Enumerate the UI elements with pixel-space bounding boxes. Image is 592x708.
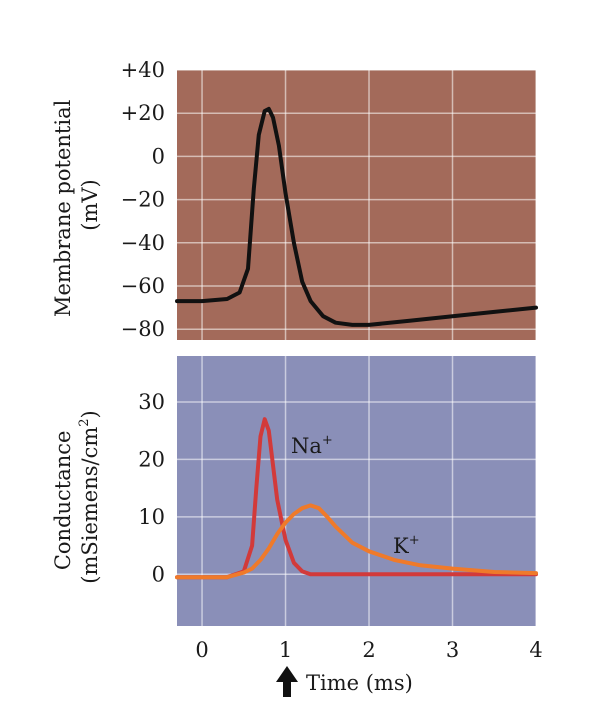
membrane-potential-series <box>175 106 538 327</box>
conductance-unit-close: ) <box>78 410 102 418</box>
conductance-unit-superscript: 2 <box>77 418 92 426</box>
membrane-potential-series-line-0 <box>175 106 538 327</box>
membrane-potential-y-tick-label: +40 <box>121 58 165 82</box>
conductance-series-labels: Na+K+ <box>291 433 420 558</box>
series-label-text: K <box>393 534 409 558</box>
series-label-na: Na+ <box>291 433 333 458</box>
membrane-potential-y-ticks: +40 +20 0 −20 −40 −60 −80 <box>121 58 165 341</box>
membrane-potential-axis-title-line2: (mV) <box>78 179 102 230</box>
conductance-y-tick-label: 30 <box>138 390 165 414</box>
time-x-tick-label: 4 <box>529 638 542 662</box>
membrane-potential-y-tick-label: +20 <box>121 101 165 125</box>
membrane-potential-y-tick-label: 0 <box>152 144 165 168</box>
membrane-potential-y-tick-label: −20 <box>121 188 165 212</box>
membrane-potential-y-tick-label: −40 <box>121 231 165 255</box>
series-label-superscript: + <box>409 533 420 548</box>
conductance-axis-title-line2: (mSiemens/cm2) <box>77 410 102 584</box>
time-axis-title: Time (ms) <box>306 671 413 695</box>
time-x-tick-label: 0 <box>195 638 208 662</box>
conductance-series-line-na <box>175 417 538 580</box>
conductance-plot-area <box>177 356 536 626</box>
conductance-y-tick-label: 20 <box>138 447 165 471</box>
time-x-tick-label: 2 <box>362 638 375 662</box>
membrane-potential-y-tick-label: −60 <box>121 274 165 298</box>
membrane-potential-plot-area <box>177 70 536 340</box>
conductance-unit-text: (mSiemens/cm <box>78 427 102 584</box>
up-arrow-icon <box>276 666 298 697</box>
membrane-potential-grid <box>177 69 537 340</box>
conductance-y-tick-label: 10 <box>138 505 165 529</box>
conductance-series <box>175 417 538 580</box>
membrane-potential-y-tick-label: −80 <box>121 317 165 341</box>
conductance-x-ticks: 0 1 2 3 4 <box>195 638 542 662</box>
up-arrow-shape <box>276 666 298 697</box>
conductance-y-ticks: 30 20 10 0 <box>138 390 165 586</box>
membrane-potential-axis-title: Membrane potential (mV) <box>51 93 102 317</box>
series-label-superscript: + <box>322 433 333 448</box>
conductance-series-line-k <box>175 503 538 580</box>
membrane-potential-axis-title-line1: Membrane potential <box>51 99 75 317</box>
series-label-k: K+ <box>393 533 420 558</box>
time-x-tick-label: 1 <box>279 638 292 662</box>
conductance-axis-title: Conductance (mSiemens/cm2) <box>51 410 102 584</box>
membrane-potential-panel: +40 +20 0 −20 −40 −60 −80 Membrane potential (… <box>51 58 538 341</box>
series-label-text: Na <box>291 434 322 458</box>
conductance-axis-title-line1: Conductance <box>51 431 75 571</box>
conductance-y-tick-label: 0 <box>152 562 165 586</box>
time-x-tick-label: 3 <box>446 638 459 662</box>
